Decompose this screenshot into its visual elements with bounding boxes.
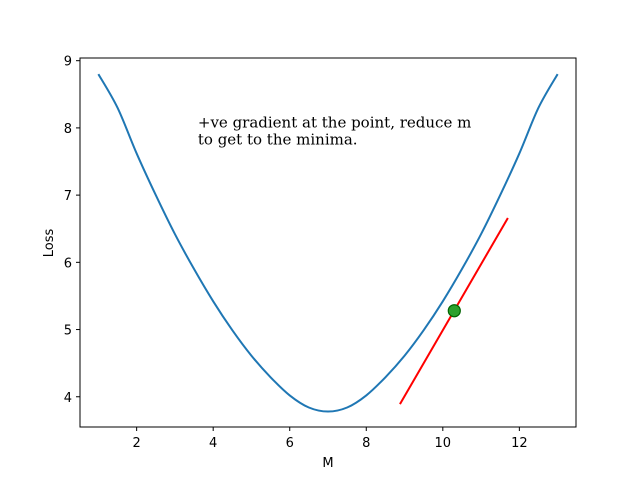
y-axis: 4 5 6 7 8 9: [64, 55, 80, 406]
plot-marks: [97, 73, 559, 413]
y-tick-label: 4: [64, 391, 72, 406]
y-tick-label: 7: [64, 189, 72, 204]
x-tick-label: 4: [209, 436, 217, 451]
x-axis-label: M: [322, 456, 333, 471]
annotation-line-2: to get to the minima.: [198, 131, 358, 149]
x-tick-label: 6: [286, 436, 294, 451]
y-tick-label: 5: [64, 324, 72, 339]
x-axis: 2 4 6 8 10 12: [133, 427, 528, 451]
y-tick-label: 6: [64, 256, 72, 271]
x-tick-label: 8: [362, 436, 370, 451]
y-tick-label: 9: [64, 55, 72, 70]
x-tick-label: 12: [511, 436, 528, 451]
gradient-point: [447, 304, 461, 318]
loss-curve: [97, 73, 559, 413]
y-tick-label: 8: [64, 122, 72, 137]
x-tick-label: 2: [133, 436, 141, 451]
annotation-line-1: +ve gradient at the point, reduce m: [198, 114, 471, 132]
y-axis-label: Loss: [42, 229, 57, 258]
x-tick-label: 10: [435, 436, 452, 451]
plot-frame: [79, 57, 577, 428]
